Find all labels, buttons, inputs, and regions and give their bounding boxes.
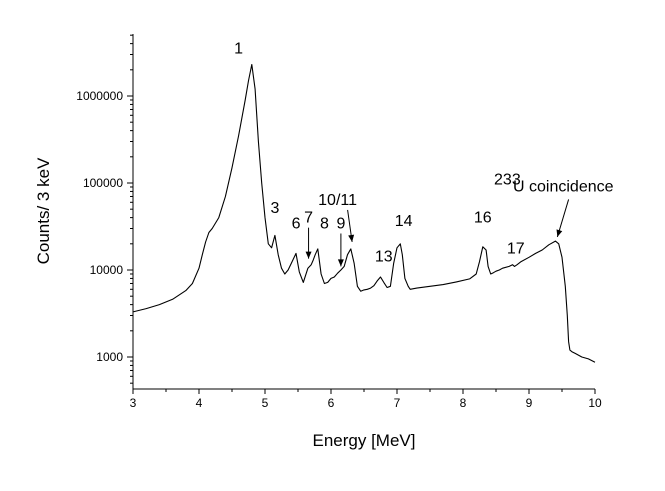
peak-arrow-head — [305, 251, 312, 259]
peak-arrow-head — [348, 234, 355, 242]
x-tick-label: 3 — [130, 396, 137, 410]
y-tick-label: 1000000 — [76, 89, 123, 103]
x-tick-label: 8 — [460, 396, 467, 410]
peak-arrow-head — [337, 259, 344, 267]
peak-label: 13 — [375, 249, 393, 266]
x-axis-title: Energy [MeV] — [313, 431, 416, 450]
series-line — [132, 63, 596, 363]
peak-label: 3 — [270, 200, 279, 217]
peak-label-text: U coincidence — [513, 178, 614, 195]
y-tick-label: 100000 — [83, 176, 123, 190]
peak-label: 17 — [507, 240, 525, 257]
chart-plot-area — [132, 63, 596, 363]
peak-label-superscript: 233 — [494, 171, 521, 188]
peak-label: 9 — [336, 215, 345, 232]
axes — [132, 34, 595, 390]
x-tick-label: 6 — [328, 396, 335, 410]
peak-label: 8 — [320, 215, 329, 232]
y-ticks: 1000 10000 100000 1000000 — [76, 34, 133, 384]
peak-label: 14 — [395, 213, 413, 230]
y-tick-label: 10000 — [90, 263, 124, 277]
x-tick-label: 7 — [394, 396, 401, 410]
x-ticks: 3 4 5 6 7 8 9 10 — [130, 389, 602, 410]
x-tick-label: 10 — [588, 396, 602, 410]
y-tick-label: 1000 — [96, 350, 123, 364]
peak-label: 1 — [234, 40, 243, 57]
peak-label: 7 — [304, 210, 313, 227]
peak-label: 6 — [292, 215, 301, 232]
x-tick-label: 4 — [196, 396, 203, 410]
x-tick-label: 9 — [526, 396, 533, 410]
y-axis-title: Counts/ 3 keV — [34, 157, 53, 264]
peak-label: 16 — [474, 210, 492, 227]
x-tick-label: 5 — [262, 396, 269, 410]
peak-arrow-head — [556, 229, 563, 237]
peak-label: 10/11 — [318, 192, 357, 209]
